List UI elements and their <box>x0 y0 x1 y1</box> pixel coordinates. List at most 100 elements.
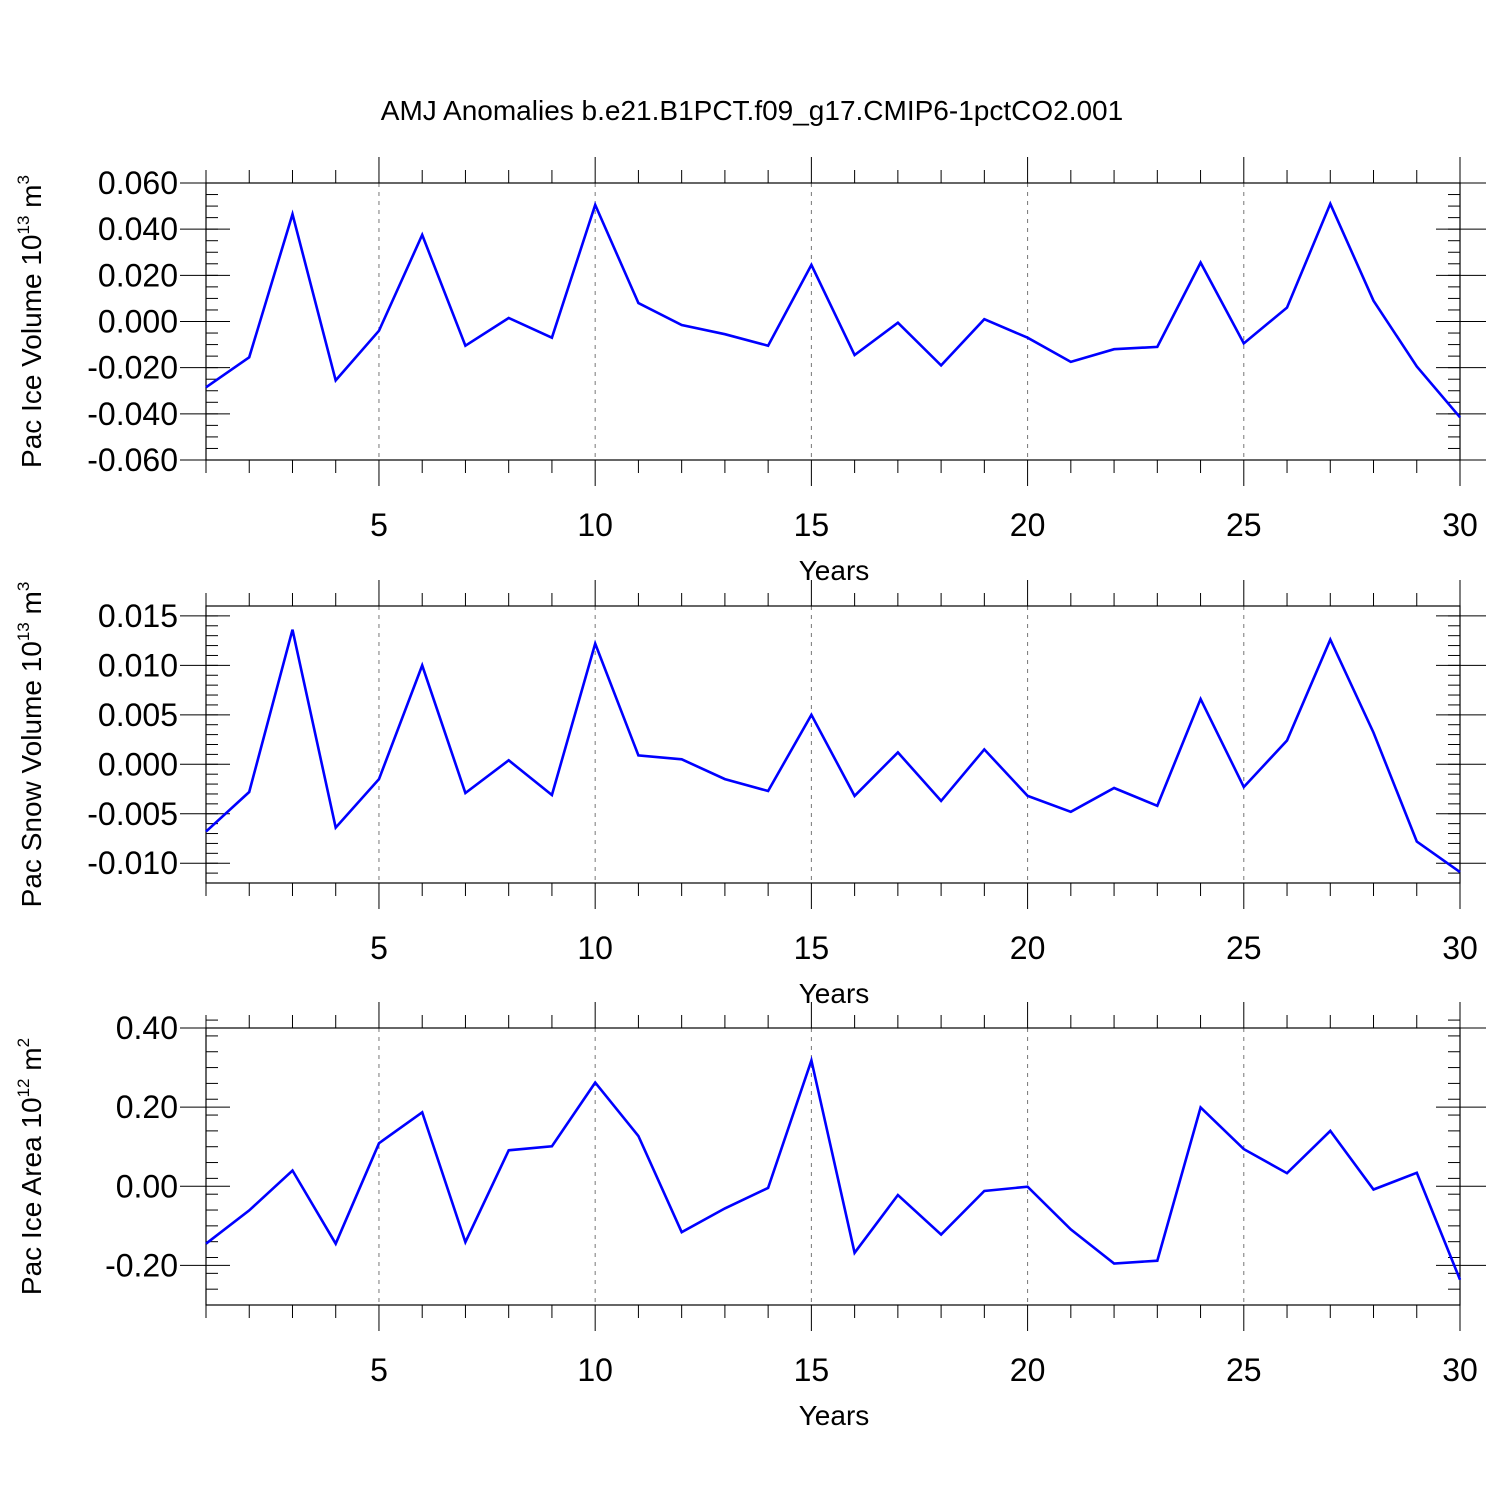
data-point <box>1458 870 1462 874</box>
data-point <box>766 344 770 348</box>
data-point <box>896 1193 900 1197</box>
data-point <box>1285 739 1289 743</box>
x-tick-label: 30 <box>1442 930 1478 966</box>
data-point <box>1372 731 1376 735</box>
y-tick-label: -0.005 <box>87 796 178 832</box>
data-point <box>1458 415 1462 419</box>
data-point <box>593 642 597 646</box>
data-point <box>463 344 467 348</box>
data-point <box>420 233 424 237</box>
data-point <box>809 263 813 267</box>
data-point <box>982 747 986 751</box>
data-point <box>1069 1227 1073 1231</box>
y-axis-label-text: m <box>16 1047 47 1078</box>
y-tick-label: -0.010 <box>87 845 178 881</box>
data-point <box>1112 1261 1116 1265</box>
y-tick-label: 0.060 <box>98 165 178 201</box>
x-tick-label: 20 <box>1010 930 1046 966</box>
data-point <box>723 332 727 336</box>
data-point <box>247 355 251 359</box>
data-point <box>204 1242 208 1246</box>
data-point <box>636 753 640 757</box>
data-point <box>1199 697 1203 701</box>
data-point <box>204 830 208 834</box>
data-point <box>1328 638 1332 642</box>
data-point <box>1415 365 1419 369</box>
data-point <box>1242 1147 1246 1151</box>
y-tick-label: 0.20 <box>116 1089 178 1125</box>
y-axis-label-text: m <box>16 591 47 622</box>
data-point <box>1242 341 1246 345</box>
figure-title: AMJ Anomalies b.e21.B1PCT.f09_g17.CMIP6-… <box>381 95 1123 126</box>
data-point <box>1112 786 1116 790</box>
data-point <box>420 1110 424 1114</box>
data-point <box>550 793 554 797</box>
y-axis-label-text: m <box>16 184 47 215</box>
y-tick-label: 0.00 <box>116 1168 178 1204</box>
x-tick-label: 25 <box>1226 930 1262 966</box>
data-point <box>334 378 338 382</box>
data-point <box>939 363 943 367</box>
y-tick-label: 0.015 <box>98 598 178 634</box>
data-point <box>982 1189 986 1193</box>
data-point <box>1112 347 1116 351</box>
data-point <box>507 316 511 320</box>
x-axis-label: Years <box>799 978 870 1009</box>
y-tick-label: 0.010 <box>98 647 178 683</box>
data-point <box>853 1251 857 1255</box>
data-point <box>1242 785 1246 789</box>
data-point <box>896 750 900 754</box>
data-point <box>1069 810 1073 814</box>
data-point <box>809 1058 813 1062</box>
data-point <box>593 203 597 207</box>
data-point <box>1026 336 1030 340</box>
series-line <box>205 1055 1462 1281</box>
data-point <box>723 777 727 781</box>
x-tick-label: 25 <box>1226 1352 1262 1388</box>
panel-2: -0.010 -0.005 0.000 0.005 0.010 0.015 5 10 15 20 2… <box>14 580 1486 1009</box>
data-point <box>853 794 857 798</box>
data-point <box>507 758 511 762</box>
data-point <box>636 1134 640 1138</box>
data-point <box>377 329 381 333</box>
data-point <box>853 353 857 357</box>
data-point <box>1328 202 1332 206</box>
data-point <box>377 1141 381 1145</box>
data-point <box>1285 1171 1289 1175</box>
data-point <box>1415 839 1419 843</box>
x-tick-label: 10 <box>577 1352 613 1388</box>
x-tick-label: 5 <box>370 1352 388 1388</box>
data-point <box>1415 1171 1419 1175</box>
data-point <box>1026 794 1030 798</box>
series-line <box>205 200 1461 419</box>
data-point <box>290 628 294 632</box>
data-point <box>636 301 640 305</box>
y-tick-label: 0.000 <box>98 746 178 782</box>
x-tick-label: 15 <box>794 930 830 966</box>
y-axis-label-superscript: 13 <box>14 622 33 641</box>
y-tick-label: 0.040 <box>98 211 178 247</box>
data-point <box>463 1240 467 1244</box>
data-point <box>334 1242 338 1246</box>
y-tick-label: 0.005 <box>98 697 178 733</box>
x-tick-label: 25 <box>1226 507 1262 543</box>
data-point <box>290 1168 294 1172</box>
data-point <box>1199 261 1203 265</box>
y-axis-label-superscript: 12 <box>14 1078 33 1097</box>
data-point <box>680 1230 684 1234</box>
x-tick-label: 15 <box>794 1352 830 1388</box>
data-point <box>896 321 900 325</box>
data-point <box>247 1208 251 1212</box>
data-point <box>939 1233 943 1237</box>
panel-3: -0.20 0.00 0.20 0.40 5 10 15 20 25 30 Years Pac Ice… <box>14 1002 1486 1431</box>
y-axis-label-superscript: 3 <box>14 175 33 184</box>
y-tick-label: 0.40 <box>116 1010 178 1046</box>
x-tick-label: 10 <box>577 930 613 966</box>
plot-frame <box>205 1027 1461 1306</box>
data-point <box>507 1148 511 1152</box>
data-point <box>766 1186 770 1190</box>
data-point <box>247 790 251 794</box>
data-point <box>1155 345 1159 349</box>
data-point <box>1372 299 1376 303</box>
